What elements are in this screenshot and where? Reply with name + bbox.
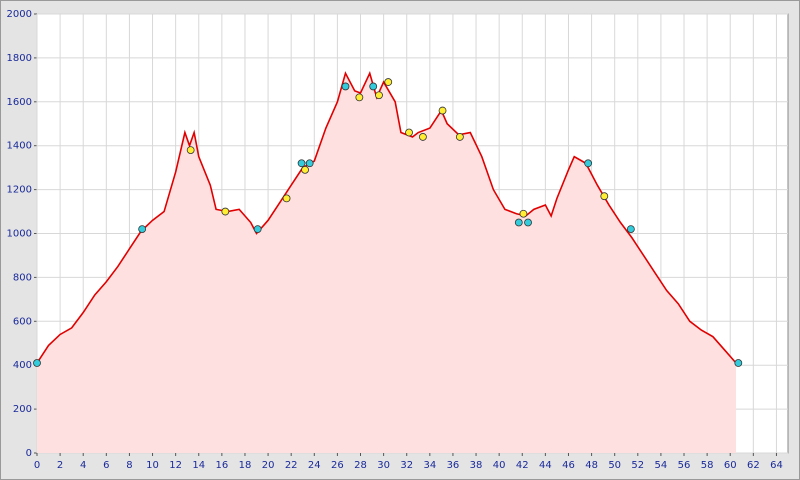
x-tick-label: 2 — [57, 460, 63, 471]
y-tick-label: 600 — [13, 316, 32, 327]
waypoint — [138, 225, 147, 234]
x-tick-label: 28 — [354, 460, 367, 471]
x-tick-label: 46 — [562, 460, 575, 471]
x-tick-label: 6 — [103, 460, 109, 471]
x-tick-label: 50 — [608, 460, 621, 471]
waypoint — [455, 133, 464, 141]
x-tick-label: 4 — [80, 460, 86, 471]
x-tick-label: 64 — [770, 460, 783, 471]
y-tick-label: 200 — [13, 404, 32, 415]
waypoint — [341, 82, 350, 91]
y-tick-label: 800 — [13, 272, 32, 283]
x-tick-label: 26 — [331, 460, 344, 471]
waypoint — [384, 78, 393, 86]
waypoint — [186, 146, 195, 154]
x-tick-label: 10 — [146, 460, 159, 471]
waypoint — [305, 159, 314, 168]
x-tick-label: 8 — [126, 460, 132, 471]
waypoint — [519, 209, 528, 218]
y-tick-label: 1200 — [7, 185, 32, 196]
x-tick-label: 32 — [400, 460, 413, 471]
waypoint — [524, 218, 532, 227]
waypoint — [221, 207, 230, 216]
x-tick-label: 52 — [631, 460, 644, 471]
waypoint — [405, 128, 413, 137]
x-tick-label: 54 — [655, 460, 668, 471]
x-tick-label: 18 — [239, 460, 252, 471]
x-tick-label: 40 — [493, 460, 506, 471]
y-tick-label: 1000 — [7, 229, 32, 240]
waypoint — [418, 133, 427, 141]
x-tick-label: 62 — [747, 460, 760, 471]
y-tick-label: 1400 — [7, 141, 32, 152]
waypoint — [253, 225, 262, 234]
waypoint — [626, 225, 635, 234]
waypoint — [734, 359, 743, 367]
x-tick-label: 38 — [470, 460, 483, 471]
waypoint — [33, 359, 41, 367]
y-tick-label: 400 — [13, 360, 32, 371]
x-tick-label: 44 — [539, 460, 552, 471]
x-tick-label: 24 — [308, 460, 321, 471]
x-tick-label: 56 — [678, 460, 691, 471]
x-tick-label: 58 — [701, 460, 714, 471]
x-tick-label: 48 — [585, 460, 598, 471]
x-tick-label: 0 — [34, 460, 40, 471]
y-tick-label: 2000 — [7, 9, 32, 20]
waypoint — [600, 192, 609, 201]
y-tick-label: 1600 — [7, 97, 32, 108]
x-tick-label: 34 — [423, 460, 436, 471]
x-tick-label: 22 — [285, 460, 298, 471]
waypoint — [438, 106, 447, 115]
y-tick-label: 0 — [26, 448, 32, 459]
x-tick-label: 14 — [192, 460, 205, 471]
x-tick-label: 60 — [724, 460, 737, 471]
x-tick-label: 30 — [377, 460, 390, 471]
waypoint — [297, 159, 306, 168]
x-tick-label: 20 — [262, 460, 275, 471]
x-tick-label: 16 — [215, 460, 228, 471]
waypoint — [301, 165, 309, 174]
waypoint — [584, 159, 593, 168]
waypoint — [282, 194, 291, 203]
waypoint — [514, 218, 523, 227]
waypoint — [375, 91, 383, 100]
waypoint — [355, 93, 364, 102]
x-tick-label: 12 — [169, 460, 182, 471]
x-tick-label: 42 — [516, 460, 529, 471]
area-fill — [37, 73, 737, 453]
x-tick-label: 36 — [447, 460, 460, 471]
waypoint — [369, 82, 378, 91]
y-tick-label: 1800 — [7, 53, 32, 64]
